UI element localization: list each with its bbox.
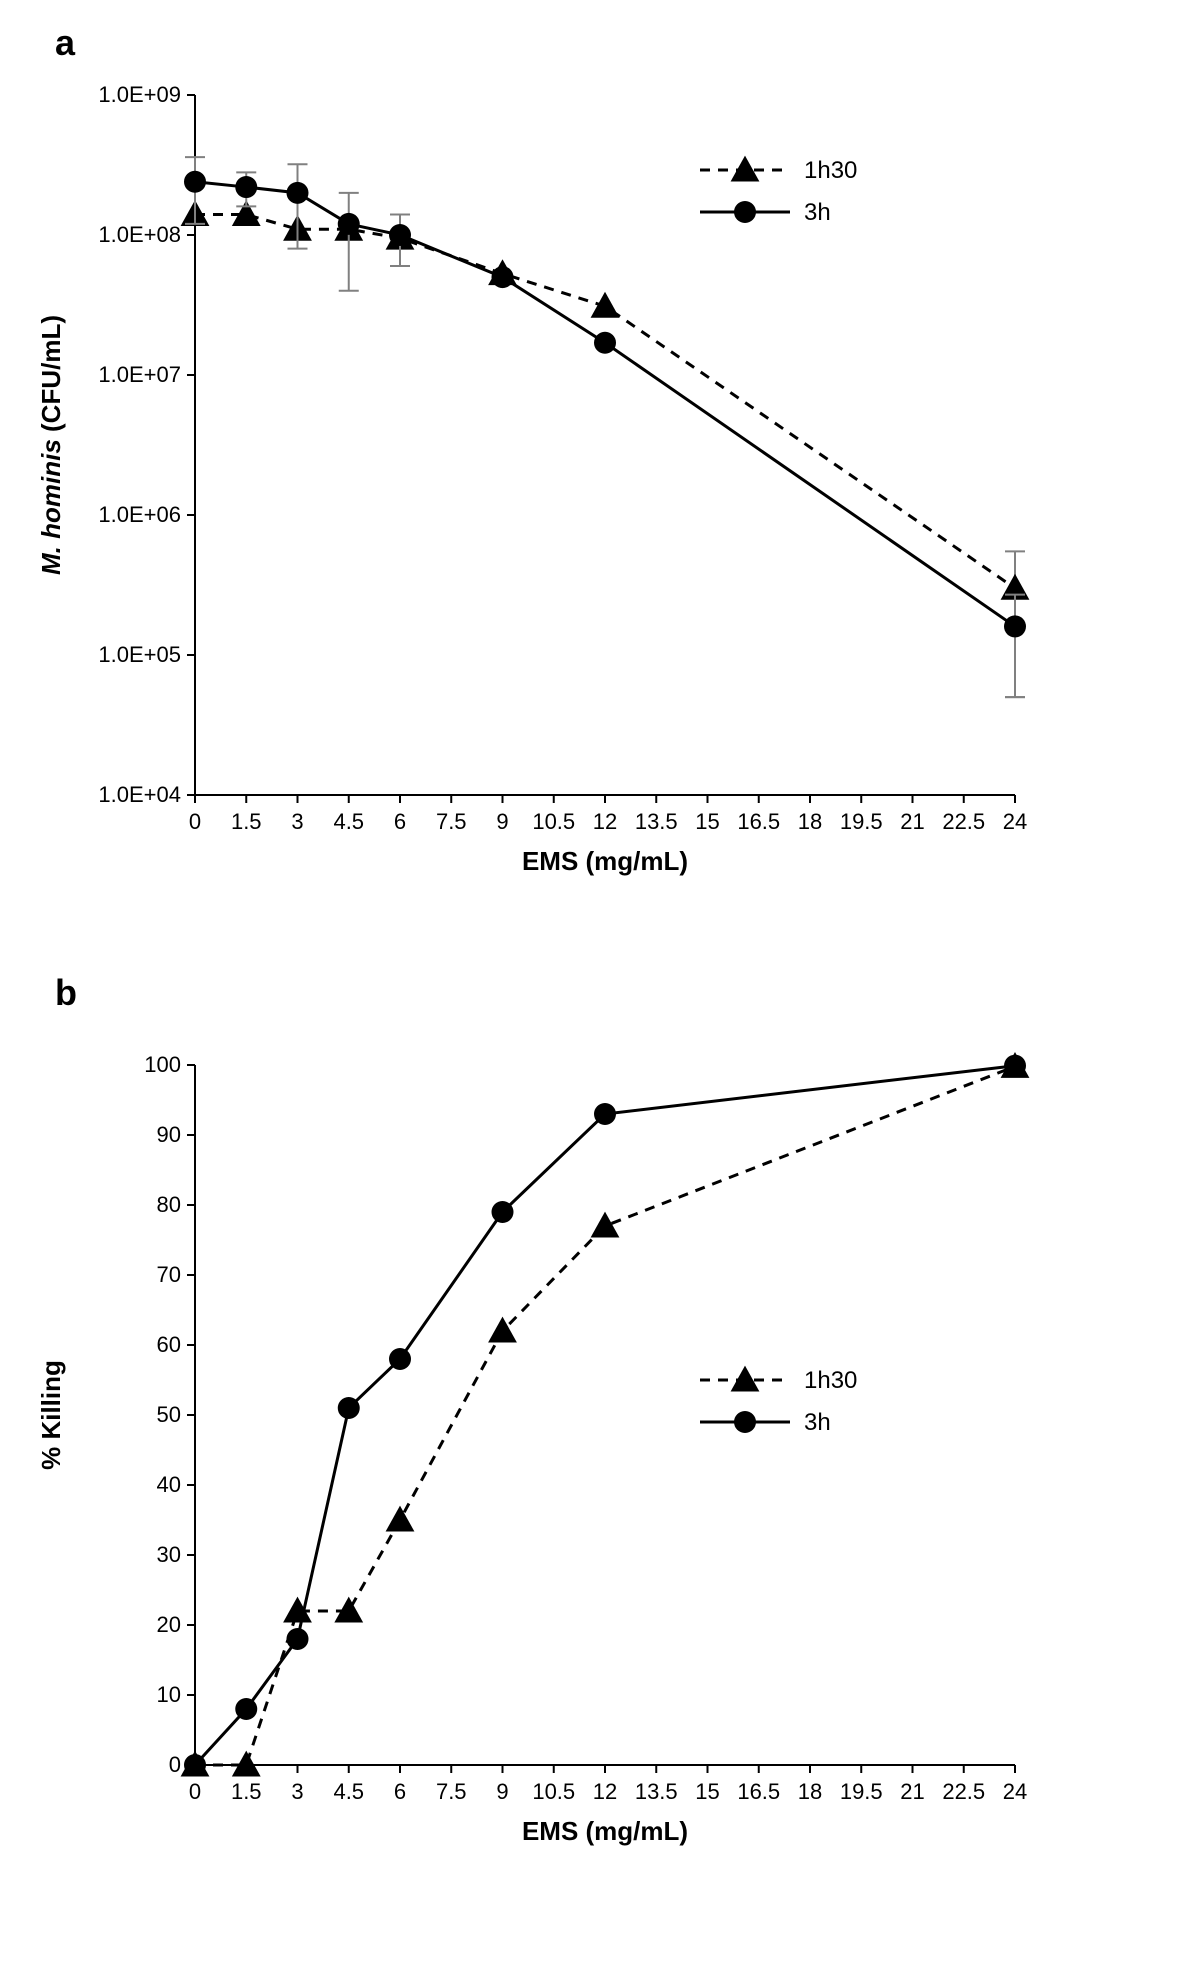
svg-text:a: a xyxy=(55,22,76,63)
svg-text:21: 21 xyxy=(900,1779,924,1804)
figure-container: 0 1.5 3 4.5 6 7.5 9 10.5 12 13.5 15 16.5 18 19.5 21 22.… xyxy=(0,0,1181,1980)
svg-text:21: 21 xyxy=(900,809,924,834)
svg-text:50: 50 xyxy=(157,1402,181,1427)
svg-text:3h: 3h xyxy=(804,199,831,226)
svg-text:b: b xyxy=(55,972,77,1013)
svg-text:10.5: 10.5 xyxy=(532,1779,575,1804)
svg-text:9: 9 xyxy=(496,1779,508,1804)
svg-text:80: 80 xyxy=(157,1192,181,1217)
svg-text:0: 0 xyxy=(169,1752,181,1777)
svg-text:1.5: 1.5 xyxy=(231,809,262,834)
svg-text:90: 90 xyxy=(157,1122,181,1147)
svg-text:1h30: 1h30 xyxy=(804,157,857,184)
svg-text:12: 12 xyxy=(593,809,617,834)
svg-text:1h30: 1h30 xyxy=(804,1367,857,1394)
svg-text:1.0E+06: 1.0E+06 xyxy=(98,502,181,527)
svg-text:13.5: 13.5 xyxy=(635,809,678,834)
svg-text:18: 18 xyxy=(798,1779,822,1804)
svg-text:EMS (mg/mL): EMS (mg/mL) xyxy=(522,846,688,876)
svg-text:EMS (mg/mL): EMS (mg/mL) xyxy=(522,1816,688,1846)
svg-text:0: 0 xyxy=(189,1779,201,1804)
svg-text:30: 30 xyxy=(157,1542,181,1567)
svg-text:3: 3 xyxy=(291,809,303,834)
svg-text:6: 6 xyxy=(394,809,406,834)
svg-text:1.0E+05: 1.0E+05 xyxy=(98,642,181,667)
svg-text:1.5: 1.5 xyxy=(231,1779,262,1804)
svg-text:60: 60 xyxy=(157,1332,181,1357)
chart-svg: 0 1.5 3 4.5 6 7.5 9 10.5 12 13.5 15 16.5 18 19.5 21 22.… xyxy=(0,0,1181,1980)
svg-text:24: 24 xyxy=(1003,1779,1027,1804)
svg-text:4.5: 4.5 xyxy=(333,1779,364,1804)
svg-text:100: 100 xyxy=(144,1052,181,1077)
svg-text:3: 3 xyxy=(291,1779,303,1804)
svg-text:1.0E+04: 1.0E+04 xyxy=(98,782,181,807)
svg-text:4.5: 4.5 xyxy=(333,809,364,834)
svg-text:6: 6 xyxy=(394,1779,406,1804)
svg-text:10: 10 xyxy=(157,1682,181,1707)
svg-text:10.5: 10.5 xyxy=(532,809,575,834)
svg-text:1.0E+07: 1.0E+07 xyxy=(98,362,181,387)
svg-text:1.0E+08: 1.0E+08 xyxy=(98,222,181,247)
svg-text:70: 70 xyxy=(157,1262,181,1287)
svg-text:20: 20 xyxy=(157,1612,181,1637)
svg-text:19.5: 19.5 xyxy=(840,809,883,834)
svg-text:22.5: 22.5 xyxy=(942,1779,985,1804)
svg-text:7.5: 7.5 xyxy=(436,1779,467,1804)
svg-text:22.5: 22.5 xyxy=(942,809,985,834)
svg-text:12: 12 xyxy=(593,1779,617,1804)
svg-text:M. hominis (CFU/mL): M. hominis (CFU/mL) xyxy=(36,315,66,575)
svg-text:0: 0 xyxy=(189,809,201,834)
svg-text:15: 15 xyxy=(695,809,719,834)
svg-text:16.5: 16.5 xyxy=(737,1779,780,1804)
svg-text:40: 40 xyxy=(157,1472,181,1497)
svg-text:1.0E+09: 1.0E+09 xyxy=(98,82,181,107)
svg-text:18: 18 xyxy=(798,809,822,834)
svg-text:19.5: 19.5 xyxy=(840,1779,883,1804)
svg-text:9: 9 xyxy=(496,809,508,834)
svg-text:16.5: 16.5 xyxy=(737,809,780,834)
svg-text:7.5: 7.5 xyxy=(436,809,467,834)
svg-text:15: 15 xyxy=(695,1779,719,1804)
svg-text:% Killing: % Killing xyxy=(36,1360,66,1470)
svg-text:24: 24 xyxy=(1003,809,1027,834)
svg-text:3h: 3h xyxy=(804,1409,831,1436)
svg-text:13.5: 13.5 xyxy=(635,1779,678,1804)
